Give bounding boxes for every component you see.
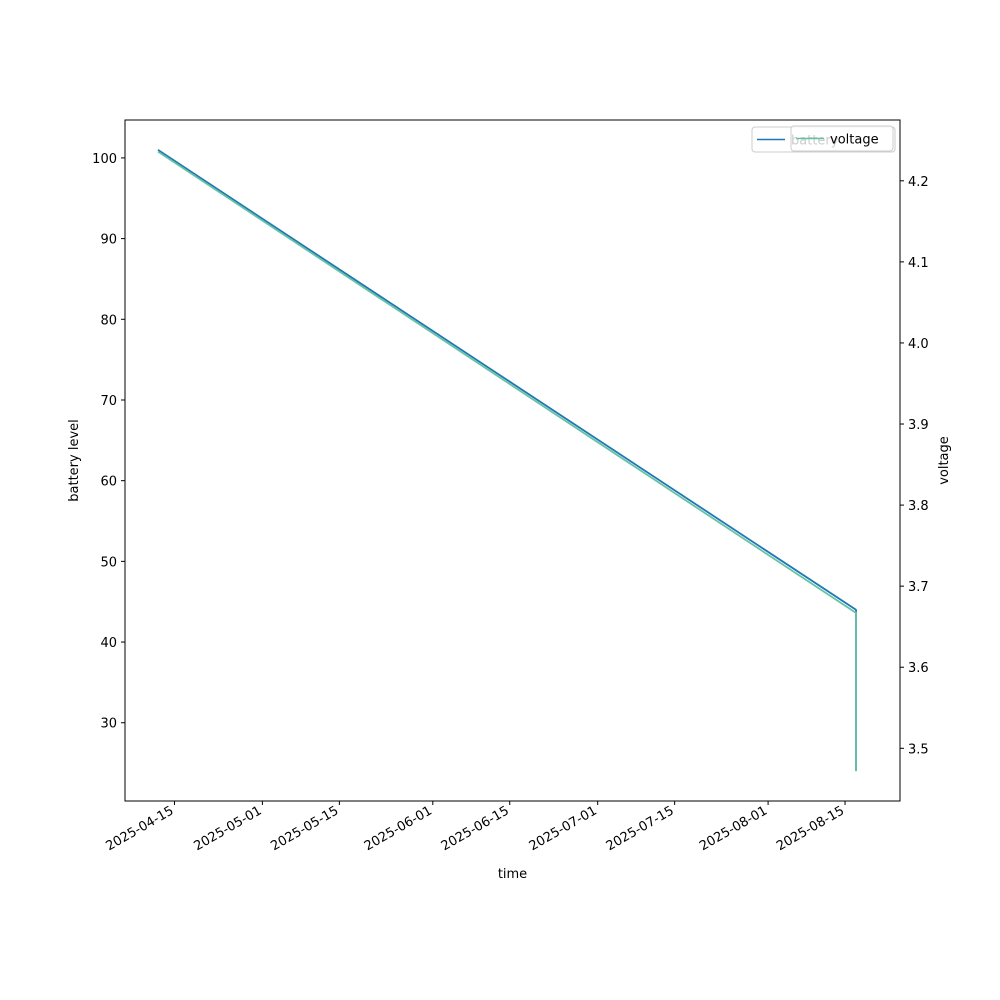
left-y-tick-label: 40 xyxy=(100,636,117,651)
right-y-tick-label: 4.2 xyxy=(908,175,929,190)
x-tick-label: 2025-05-01 xyxy=(191,803,264,854)
x-tick-label: 2025-07-01 xyxy=(527,803,600,854)
series-line-voltage xyxy=(157,150,857,771)
left-y-tick-label: 90 xyxy=(100,233,117,248)
left-y-tick-label: 80 xyxy=(100,313,117,328)
x-tick-label: 2025-06-01 xyxy=(362,803,435,854)
x-axis-ticks: 2025-04-15 2025-05-01 2025-05-15 2025-06-01… xyxy=(104,801,847,854)
right-y-tick-label: 3.8 xyxy=(908,499,929,514)
legend-label-voltage: voltage xyxy=(830,133,879,148)
right-y-tick-label: 3.7 xyxy=(908,580,929,595)
right-y-tick-label: 3.6 xyxy=(908,661,929,676)
left-y-tick-label: 30 xyxy=(100,717,117,732)
right-y-tick-label: 3.9 xyxy=(908,418,929,433)
series-lines xyxy=(157,149,857,772)
legend-voltage: voltage xyxy=(790,125,894,152)
x-tick-label: 2025-06-15 xyxy=(439,803,512,854)
right-y-axis-label: voltage xyxy=(937,436,952,485)
legend-box xyxy=(790,125,894,152)
right-y-tick-label: 4.1 xyxy=(908,256,929,271)
left-y-tick-label: 100 xyxy=(92,152,117,167)
x-tick-label: 2025-07-15 xyxy=(604,803,677,854)
left-y-tick-label: 70 xyxy=(100,394,117,409)
left-y-tick-label: 50 xyxy=(100,555,117,570)
x-tick-label: 2025-08-01 xyxy=(697,803,770,854)
left-y-tick-label: 60 xyxy=(100,475,117,490)
left-y-axis-label: battery level xyxy=(67,419,82,502)
right-y-tick-label: 4.0 xyxy=(908,337,929,352)
right-axis-ticks: 3.5 3.6 3.7 3.8 3.9 4.0 4.1 4.2 xyxy=(900,175,929,757)
left-axis-ticks: 30 40 50 60 70 80 90 100 xyxy=(92,152,125,732)
right-y-tick-label: 3.5 xyxy=(908,742,929,757)
x-axis-label: time xyxy=(498,867,527,882)
x-tick-label: 2025-08-15 xyxy=(774,803,847,854)
series-line-battery xyxy=(157,149,857,772)
x-tick-label: 2025-04-15 xyxy=(104,803,177,854)
x-tick-label: 2025-05-15 xyxy=(268,803,341,854)
plot-frame xyxy=(124,119,901,802)
